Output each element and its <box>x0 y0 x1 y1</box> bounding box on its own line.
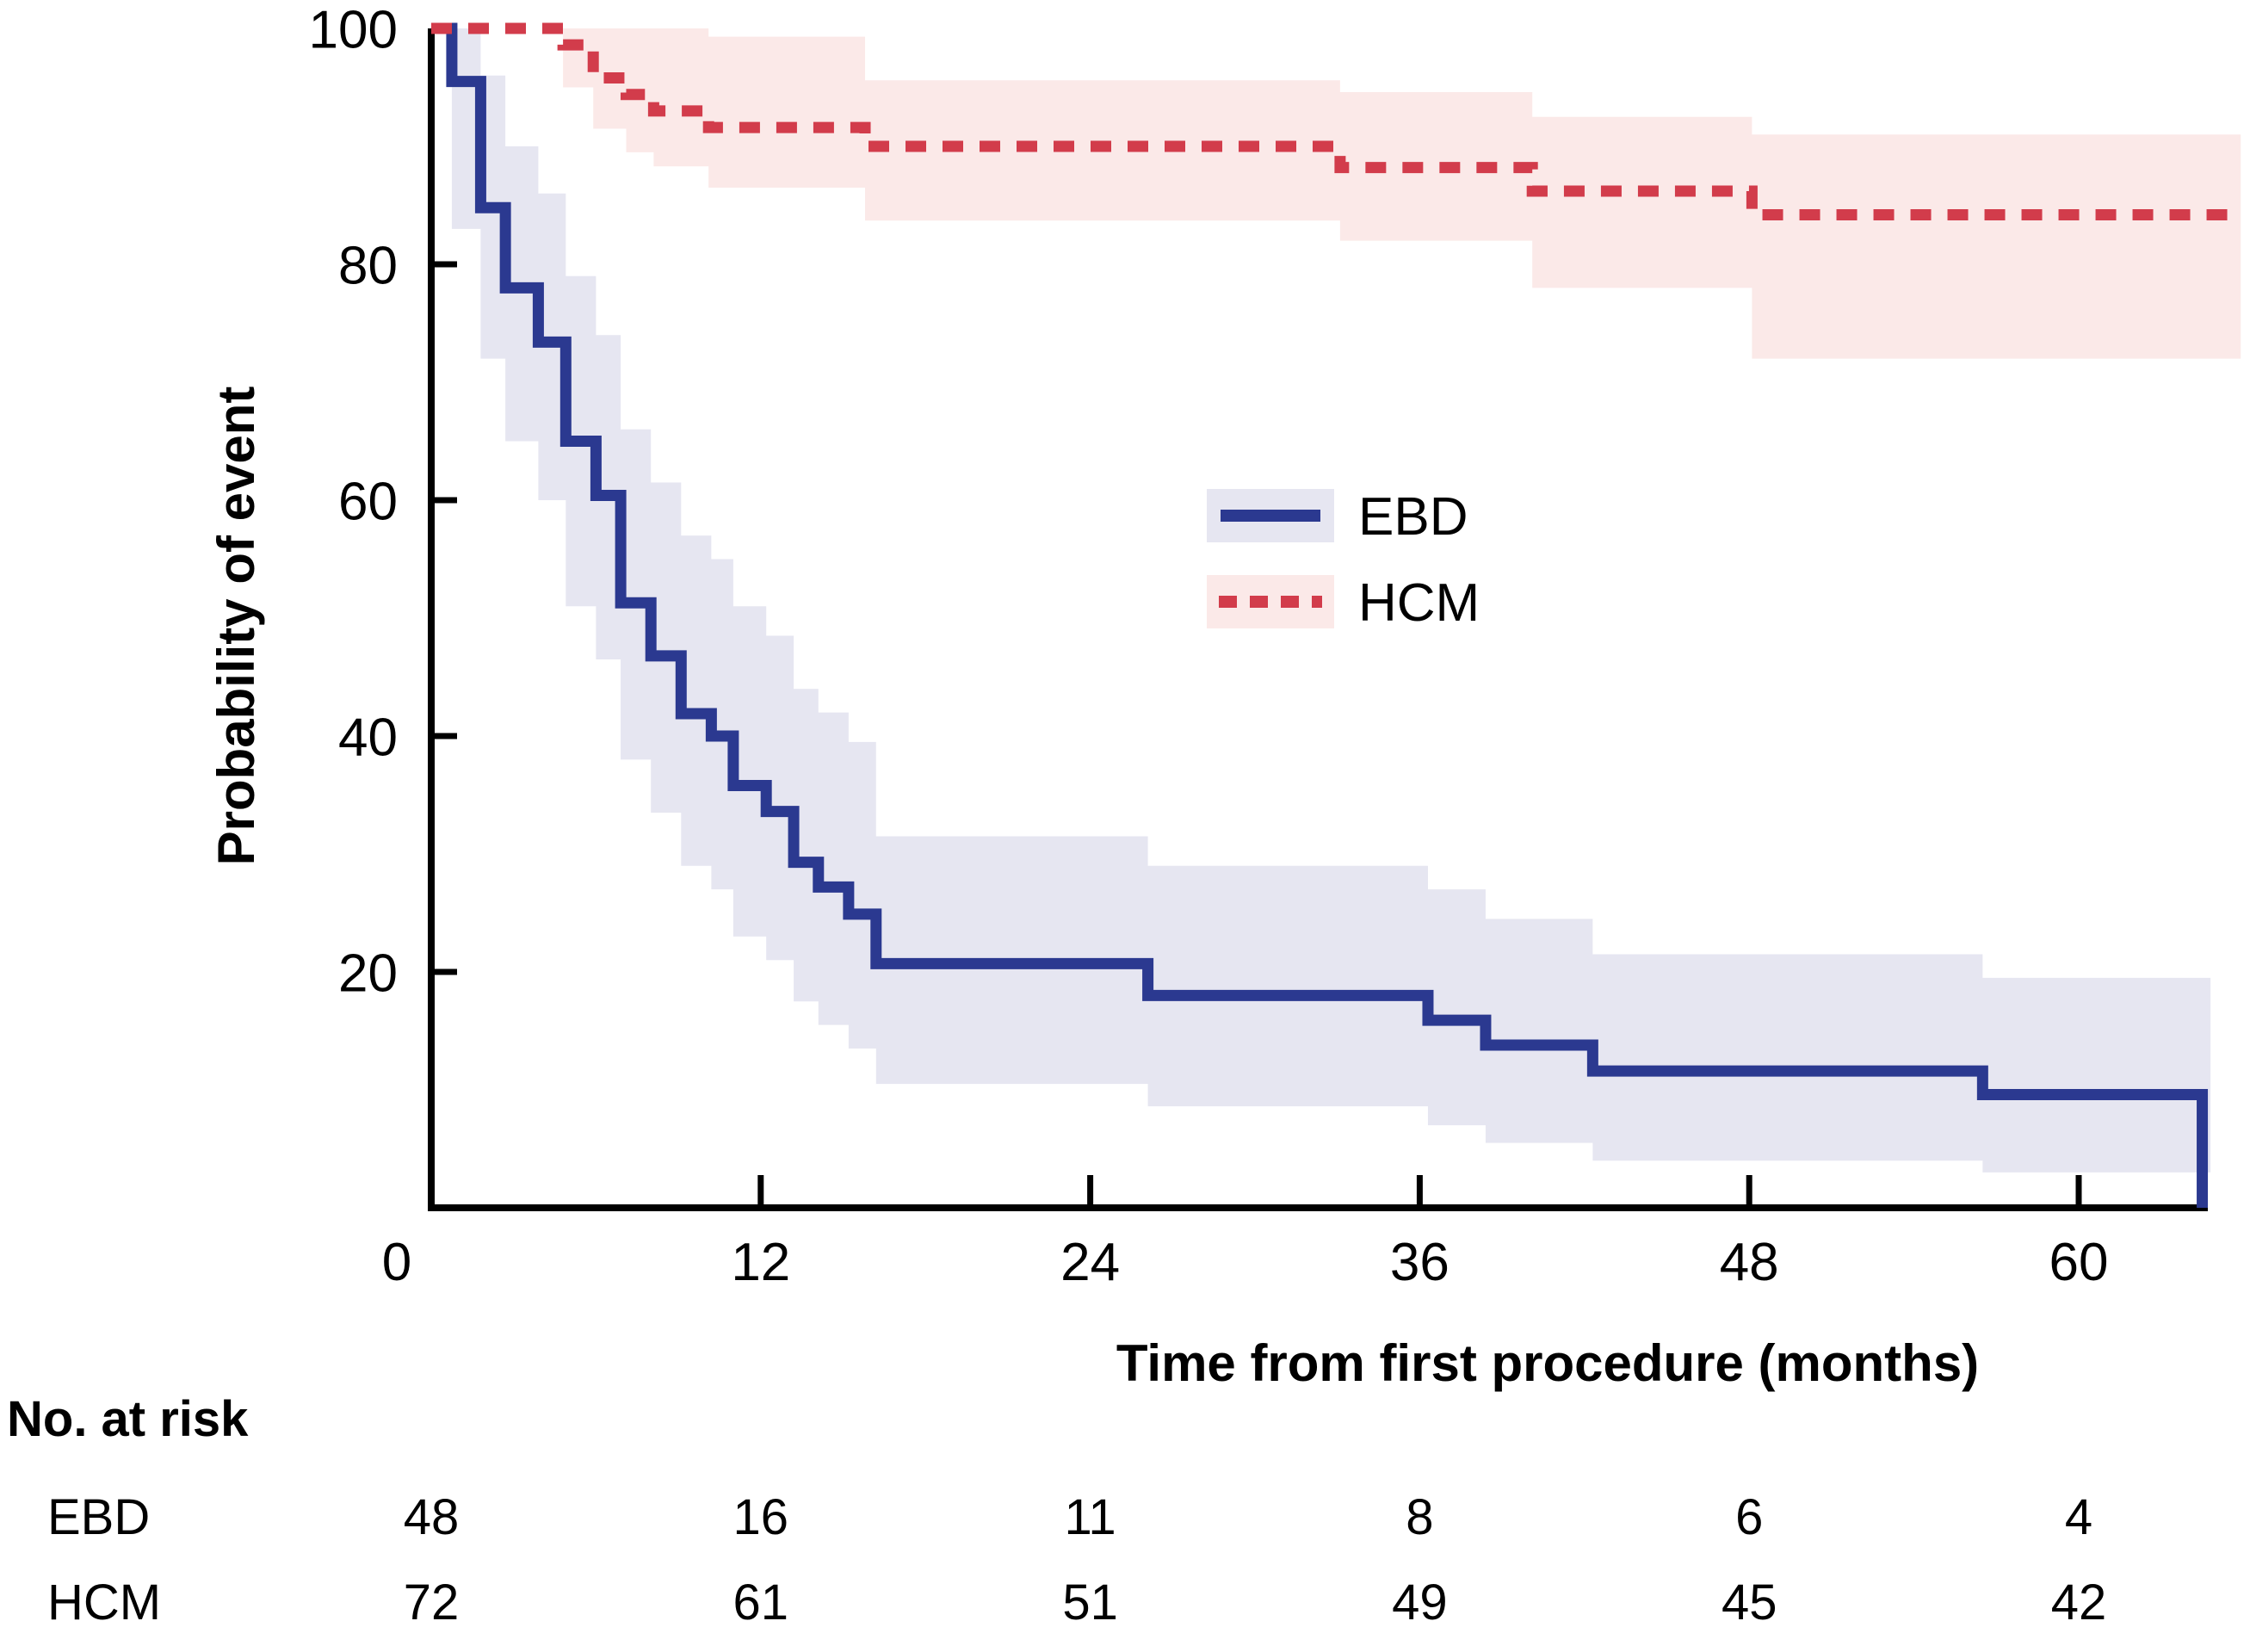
risk-value-ebd-t36: 8 <box>1406 1489 1433 1545</box>
x-tick-label: 12 <box>731 1233 790 1292</box>
risk-value-hcm-t60: 42 <box>2051 1575 2107 1630</box>
risk-value-ebd-t0: 48 <box>404 1489 460 1545</box>
risk-value-hcm-t36: 49 <box>1392 1575 1448 1630</box>
risk-value-hcm-t0: 72 <box>404 1575 460 1630</box>
y-tick-label: 20 <box>338 944 398 1003</box>
risk-value-ebd-t24: 11 <box>1064 1489 1116 1545</box>
x-axis-title: Time from first procedure (months) <box>1116 1334 1979 1392</box>
legend-ebd-label: EBD <box>1358 487 1468 547</box>
risk-row-hcm-label: HCM <box>47 1575 161 1630</box>
x-tick-label: 60 <box>2049 1233 2109 1292</box>
x-tick-label: 0 <box>382 1233 411 1292</box>
risk-value-hcm-t24: 51 <box>1062 1575 1118 1630</box>
risk-value-hcm-t12: 61 <box>733 1575 789 1630</box>
hcm-curve <box>431 22 2241 220</box>
ebd-curve <box>431 22 2209 1208</box>
y-tick-label: 80 <box>338 236 398 295</box>
x-tick-label: 24 <box>1060 1233 1120 1292</box>
risk-table: No. at risk EBD HCM 48 16 11 8 6 472 61 51 49 45 4… <box>7 1391 2106 1630</box>
risk-value-ebd-t48: 6 <box>1735 1489 1763 1545</box>
axes: 100 80 60 40 20 0 12 24 36 48 60 <box>309 0 2208 1292</box>
risk-table-values: 48 16 11 8 6 4 72 61 51 49 45 42 <box>404 1489 2107 1630</box>
y-tick-label: 60 <box>338 472 398 531</box>
risk-value-ebd-t60: 4 <box>2065 1489 2092 1545</box>
risk-value-hcm-t48: 45 <box>1721 1575 1777 1630</box>
y-tick-label: 100 <box>309 0 398 59</box>
risk-table-header: No. at risk <box>7 1391 249 1447</box>
confidence-bands <box>451 28 2241 1172</box>
x-tick-label: 36 <box>1390 1233 1450 1292</box>
ebd-confidence-band <box>451 28 2211 1172</box>
survival-curves <box>431 22 2241 1208</box>
risk-value-ebd-t12: 16 <box>733 1489 789 1545</box>
y-axis-title: Probability of event <box>207 387 265 866</box>
x-tick-label: 48 <box>1720 1233 1779 1292</box>
risk-row-ebd-label: EBD <box>47 1489 150 1545</box>
legend: EBD HCM <box>1207 487 1480 633</box>
y-tick-label: 40 <box>338 708 398 767</box>
hcm-confidence-band <box>563 28 2241 359</box>
legend-hcm-label: HCM <box>1358 573 1480 633</box>
